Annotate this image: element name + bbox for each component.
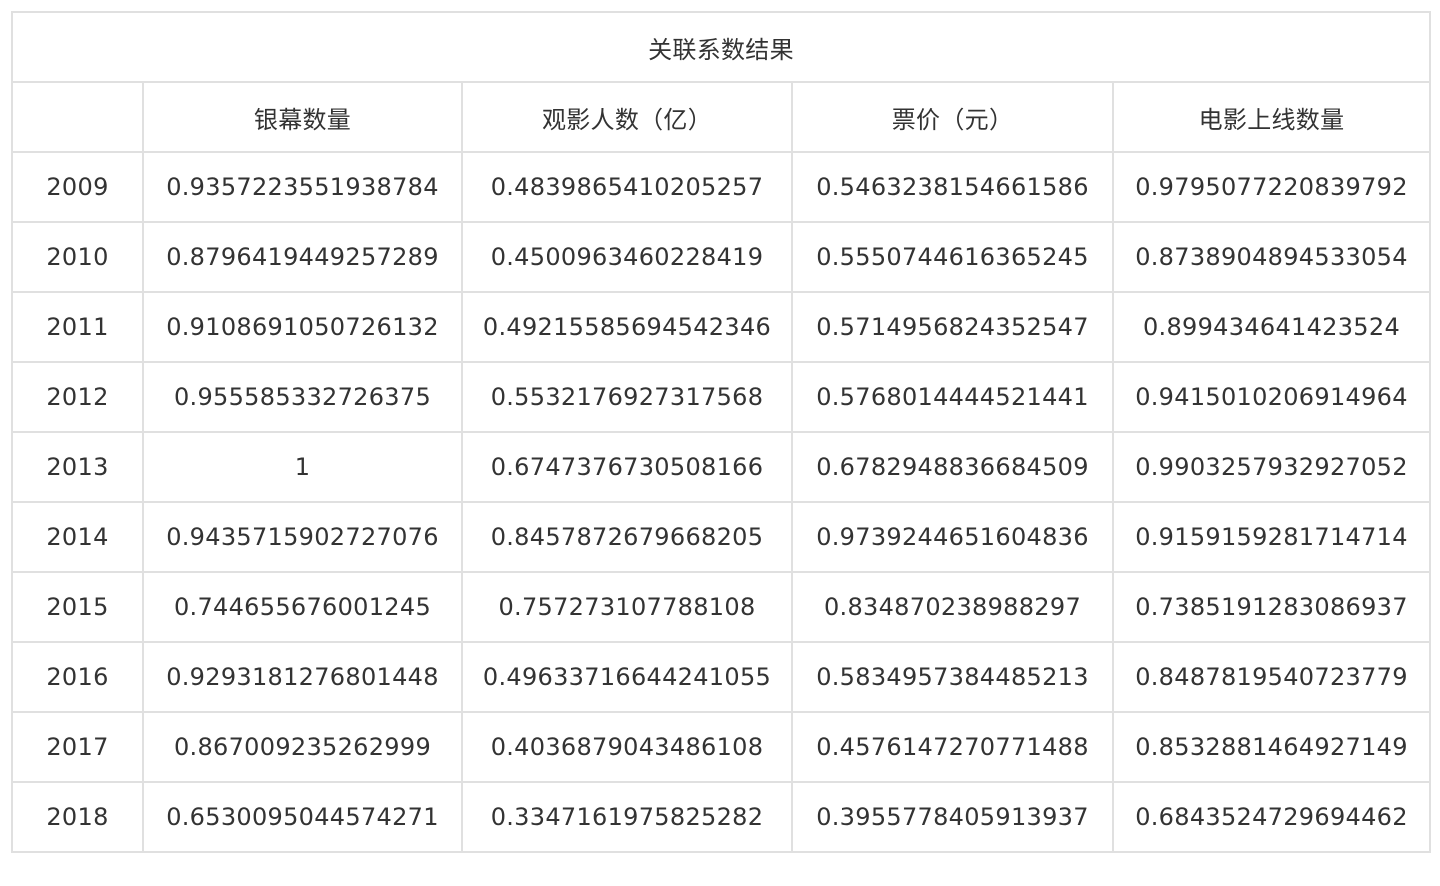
coefficient-cell: 0.5463238154661586 <box>791 151 1114 223</box>
year-cell: 2010 <box>11 221 144 293</box>
table-title: 关联系数结果 <box>11 11 1431 83</box>
year-cell: 2014 <box>11 501 144 573</box>
year-cell: 2013 <box>11 431 144 503</box>
coefficient-cell: 0.9795077220839792 <box>1112 151 1431 223</box>
coefficient-cell: 0.4036879043486108 <box>461 711 793 783</box>
coefficient-cell: 0.5550744616365245 <box>791 221 1114 293</box>
coefficient-cell: 0.9159159281714714 <box>1112 501 1431 573</box>
table-row: 2017 0.867009235262999 0.4036879043486108 0… <box>11 711 1431 783</box>
coefficient-cell: 0.3955778405913937 <box>791 781 1114 853</box>
year-cell: 2009 <box>11 151 144 223</box>
table-row: 2010 0.8796419449257289 0.4500963460228419… <box>11 221 1431 293</box>
coefficient-cell: 0.3347161975825282 <box>461 781 793 853</box>
table-row: 2009 0.9357223551938784 0.4839865410205257… <box>11 151 1431 223</box>
table-row: 2011 0.9108691050726132 0.4921558569454234… <box>11 291 1431 363</box>
header-cell: 观影人数（亿） <box>461 81 793 153</box>
year-cell: 2018 <box>11 781 144 853</box>
coefficient-cell: 0.9357223551938784 <box>142 151 463 223</box>
coefficient-cell: 0.4576147270771488 <box>791 711 1114 783</box>
table-header-row: 银幕数量 观影人数（亿） 票价（元） 电影上线数量 <box>11 81 1431 153</box>
table-row: 2018 0.6530095044574271 0.3347161975825282… <box>11 781 1431 853</box>
table-row: 2014 0.9435715902727076 0.8457872679668205… <box>11 501 1431 573</box>
year-cell: 2015 <box>11 571 144 643</box>
coefficient-cell: 0.8738904894533054 <box>1112 221 1431 293</box>
coefficient-cell: 0.9739244651604836 <box>791 501 1114 573</box>
coefficient-cell: 0.757273107788108 <box>461 571 793 643</box>
coefficient-cell: 0.9435715902727076 <box>142 501 463 573</box>
coefficient-cell: 0.9415010206914964 <box>1112 361 1431 433</box>
coefficient-cell: 0.4839865410205257 <box>461 151 793 223</box>
coefficient-cell: 0.899434641423524 <box>1112 291 1431 363</box>
coefficient-cell: 0.955585332726375 <box>142 361 463 433</box>
coefficient-cell: 0.8487819540723779 <box>1112 641 1431 713</box>
header-cell: 票价（元） <box>791 81 1114 153</box>
coefficient-cell: 1 <box>142 431 463 503</box>
coefficient-cell: 0.6782948836684509 <box>791 431 1114 503</box>
table-title-row: 关联系数结果 <box>11 11 1431 83</box>
header-cell-year <box>11 81 144 153</box>
coefficient-cell: 0.6530095044574271 <box>142 781 463 853</box>
coefficient-cell: 0.5532176927317568 <box>461 361 793 433</box>
year-cell: 2017 <box>11 711 144 783</box>
coefficient-cell: 0.7385191283086937 <box>1112 571 1431 643</box>
coefficient-cell: 0.49633716644241055 <box>461 641 793 713</box>
year-cell: 2016 <box>11 641 144 713</box>
coefficient-cell: 0.6843524729694462 <box>1112 781 1431 853</box>
coefficient-cell: 0.4500963460228419 <box>461 221 793 293</box>
coefficient-cell: 0.867009235262999 <box>142 711 463 783</box>
coefficient-cell: 0.5834957384485213 <box>791 641 1114 713</box>
header-cell: 银幕数量 <box>142 81 463 153</box>
year-cell: 2011 <box>11 291 144 363</box>
table-row: 2016 0.9293181276801448 0.4963371664424105… <box>11 641 1431 713</box>
header-cell: 电影上线数量 <box>1112 81 1431 153</box>
coefficient-cell: 0.6747376730508166 <box>461 431 793 503</box>
coefficient-cell: 0.9293181276801448 <box>142 641 463 713</box>
table-row: 2013 1 0.6747376730508166 0.678294883668450… <box>11 431 1431 503</box>
coefficient-cell: 0.8796419449257289 <box>142 221 463 293</box>
coefficient-cell: 0.8532881464927149 <box>1112 711 1431 783</box>
coefficient-cell: 0.5714956824352547 <box>791 291 1114 363</box>
coefficient-cell: 0.744655676001245 <box>142 571 463 643</box>
correlation-results-table: 关联系数结果 银幕数量 观影人数（亿） 票价（元） 电影上线数量 2009 0.9357… <box>11 11 1431 853</box>
table-row: 2012 0.955585332726375 0.5532176927317568 0… <box>11 361 1431 433</box>
coefficient-cell: 0.834870238988297 <box>791 571 1114 643</box>
coefficient-cell: 0.9903257932927052 <box>1112 431 1431 503</box>
table-row: 2015 0.744655676001245 0.757273107788108 0.… <box>11 571 1431 643</box>
coefficient-cell: 0.5768014444521441 <box>791 361 1114 433</box>
coefficient-cell: 0.8457872679668205 <box>461 501 793 573</box>
coefficient-cell: 0.9108691050726132 <box>142 291 463 363</box>
year-cell: 2012 <box>11 361 144 433</box>
coefficient-cell: 0.49215585694542346 <box>461 291 793 363</box>
